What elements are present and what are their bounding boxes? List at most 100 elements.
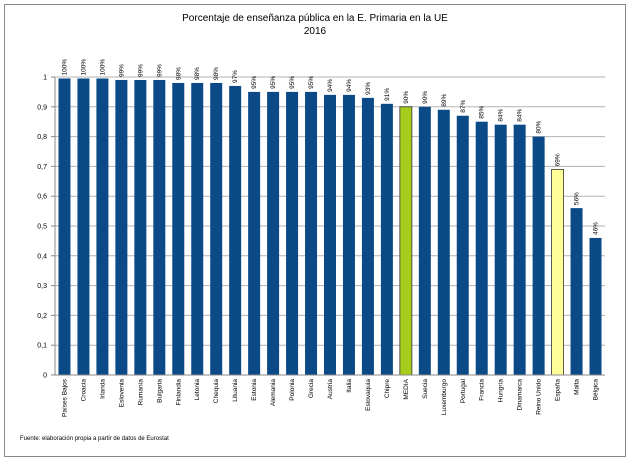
value-label: 97% xyxy=(232,70,239,83)
x-tick-label: Portugal xyxy=(460,378,467,403)
bar xyxy=(475,121,488,375)
bar xyxy=(305,91,318,376)
x-tick-label: Francia xyxy=(479,379,486,401)
value-label: 90% xyxy=(422,91,429,104)
bar xyxy=(551,168,564,376)
value-label: 100% xyxy=(99,59,106,76)
value-label: 95% xyxy=(308,76,315,89)
bar xyxy=(589,237,602,375)
bar xyxy=(361,97,374,376)
value-label: 87% xyxy=(460,100,467,113)
x-tick-label: Eslovaquia xyxy=(365,379,372,411)
x-tick-label: Croacia xyxy=(80,379,87,402)
x-tick-label: Alemania xyxy=(270,379,277,406)
value-label: 98% xyxy=(194,67,201,80)
bar xyxy=(134,79,147,375)
y-tick-label: 0,8 xyxy=(37,134,47,141)
y-tick-label: 0,9 xyxy=(37,104,47,111)
bar xyxy=(570,208,583,375)
x-tick-label: Suecia xyxy=(422,379,429,399)
x-tick-label: Grecia xyxy=(308,379,315,399)
x-tick-label: Hungría xyxy=(498,379,505,403)
x-tick-label: Irlanda xyxy=(99,379,106,399)
bar xyxy=(58,78,71,376)
value-label: 84% xyxy=(498,108,505,121)
y-tick-label: 0,7 xyxy=(37,164,47,171)
x-tick-label: Países Bajos xyxy=(61,378,68,417)
source-note: Fuente: elaboración propia a partir de d… xyxy=(20,436,169,442)
x-tick-label: Chequia xyxy=(213,379,220,404)
bar xyxy=(172,82,185,376)
value-label: 98% xyxy=(213,67,220,80)
bar xyxy=(191,82,204,376)
value-label: 99% xyxy=(156,64,163,77)
chart-title: Porcentaje de enseñanza pública en la E.… xyxy=(182,13,448,24)
bar xyxy=(267,91,280,376)
value-label: 98% xyxy=(175,67,182,80)
bar xyxy=(286,91,299,376)
value-label: 94% xyxy=(327,79,334,92)
value-label: 99% xyxy=(118,64,125,77)
x-tick-label: Letonia xyxy=(194,379,201,401)
value-label: 56% xyxy=(574,192,581,205)
value-label: 85% xyxy=(479,105,486,118)
x-tick-label: Chipre xyxy=(384,379,391,399)
value-label: 80% xyxy=(536,120,543,133)
bar xyxy=(96,78,109,376)
bar xyxy=(532,136,545,375)
value-label: 90% xyxy=(403,91,410,104)
value-label: 84% xyxy=(517,108,524,121)
value-label: 93% xyxy=(365,82,372,95)
x-tick-label: Austria xyxy=(327,379,334,400)
y-tick-label: 0,6 xyxy=(37,194,47,201)
x-tick-label: Lituania xyxy=(232,379,239,402)
y-tick-label: 0,1 xyxy=(37,343,47,350)
bar xyxy=(229,85,242,375)
x-tick-label: Polonia xyxy=(289,379,296,401)
value-label: 69% xyxy=(555,153,562,166)
x-tick-label: Reino Unido xyxy=(536,379,543,415)
bar xyxy=(399,106,413,376)
bar xyxy=(513,124,526,376)
bar xyxy=(380,103,393,375)
value-label: 89% xyxy=(441,94,448,107)
x-tick-label: Eslovenia xyxy=(118,379,125,408)
x-tick-label: Bulgaria xyxy=(156,379,163,403)
bar xyxy=(494,124,507,376)
bar xyxy=(456,115,469,376)
y-tick-label: 1 xyxy=(43,75,47,82)
bar xyxy=(248,91,261,376)
y-tick-label: 0,3 xyxy=(37,283,47,290)
x-tick-label: Malta xyxy=(574,379,581,395)
value-label: 100% xyxy=(61,59,68,76)
bar xyxy=(153,79,166,375)
value-label: 100% xyxy=(80,59,87,76)
chart-subtitle: 2016 xyxy=(304,26,327,37)
x-tick-label: Dinamarca xyxy=(517,379,524,411)
bar xyxy=(77,78,90,376)
bar xyxy=(418,106,431,376)
x-tick-label: Luxemburgo xyxy=(441,379,448,416)
y-tick-label: 0,4 xyxy=(37,253,47,260)
x-tick-label: Bélgica xyxy=(593,379,600,401)
x-tick-label: Rumanía xyxy=(137,379,144,406)
x-tick-label: España xyxy=(555,379,562,401)
x-tick-label: Italia xyxy=(346,379,353,393)
value-label: 95% xyxy=(289,76,296,89)
bar xyxy=(342,94,355,375)
bar xyxy=(437,109,450,375)
x-tick-label: MEDIA xyxy=(403,378,410,399)
value-label: 95% xyxy=(270,76,277,89)
x-tick-label: Estonia xyxy=(251,379,258,401)
value-label: 95% xyxy=(251,76,258,89)
bar xyxy=(324,94,336,375)
bar xyxy=(210,82,223,376)
y-tick-label: 0,5 xyxy=(37,224,47,231)
x-tick-label: Finlandia xyxy=(175,379,182,406)
value-label: 94% xyxy=(346,79,353,92)
y-tick-label: 0 xyxy=(43,373,47,380)
value-label: 91% xyxy=(384,88,391,101)
value-label: 99% xyxy=(137,64,144,77)
y-tick-label: 0,2 xyxy=(37,313,47,320)
